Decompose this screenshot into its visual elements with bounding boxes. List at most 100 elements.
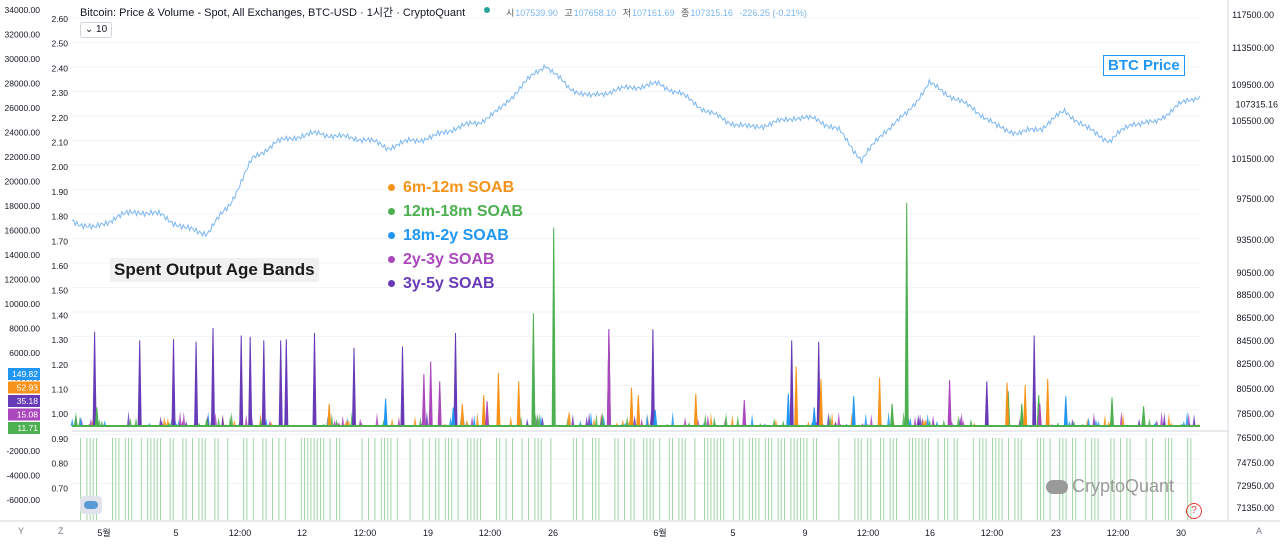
volume-bar [86, 438, 88, 520]
left-tick-label: -2000.00 [6, 446, 40, 456]
corner-label-z[interactable]: Z [58, 526, 64, 536]
volume-bar [710, 438, 712, 520]
soab-noise-spike [931, 414, 935, 426]
volume-bar [739, 438, 741, 520]
value-tag-text: 52.93 [17, 383, 39, 393]
volume-bar [96, 438, 97, 520]
soab-noise-spike [1087, 417, 1091, 426]
soab-spike [481, 395, 486, 426]
volume-bar [595, 438, 597, 520]
soab-noise-spike [712, 416, 716, 426]
volume-bar [118, 438, 120, 520]
btc-price-label: BTC Price [1103, 55, 1185, 76]
soab-noise-spike [259, 417, 263, 426]
soab-noise-spike [633, 414, 637, 426]
volume-bar [316, 438, 318, 520]
help-button[interactable]: ? [1186, 503, 1202, 519]
corner-label-y[interactable]: Y [18, 526, 25, 536]
soab-noise-spike [1121, 412, 1125, 426]
volume-bar [1059, 438, 1061, 520]
volume-bar [198, 438, 200, 520]
volume-bar [521, 438, 523, 520]
soab-spike [428, 361, 433, 426]
volume-bar [912, 438, 913, 520]
high-value: 107658.10 [573, 8, 617, 18]
volume-bar [1091, 438, 1093, 520]
inner-tick-label: 2.60 [51, 14, 68, 24]
volume-bar [204, 438, 206, 520]
soab-noise-spike [706, 414, 710, 426]
soab-spike [531, 313, 536, 426]
volume-bar [758, 438, 760, 520]
volume-bar [169, 438, 171, 520]
volume-bar [732, 438, 734, 520]
volume-bar [972, 438, 974, 520]
volume-bar [860, 438, 862, 520]
left-tick-label: 32000.00 [5, 30, 41, 40]
volume-bar [816, 438, 817, 520]
inner-tick-label: 0.90 [51, 434, 68, 444]
soab-noise-spike [956, 415, 960, 426]
left-tick-label: 26000.00 [5, 103, 41, 113]
cloud-save-button[interactable] [80, 496, 102, 514]
volume-bar [1072, 438, 1073, 520]
soab-spike [851, 396, 856, 426]
soab-spike [1037, 403, 1042, 426]
soab-noise-spike [571, 414, 575, 426]
volume-bar [156, 438, 158, 520]
soab-spike [693, 393, 698, 426]
volume-bar [150, 438, 152, 520]
soab-noise-spike [1067, 420, 1071, 426]
soab-noise-spike [1162, 421, 1166, 426]
soab-spike [137, 340, 142, 426]
x-tick-label: 12 [297, 528, 307, 538]
inner-tick-label: 2.40 [51, 63, 68, 73]
soab-noise-spike [347, 419, 351, 426]
soab-noise-spike [578, 420, 582, 426]
soab-noise-spike [164, 421, 167, 426]
soab-spike [789, 340, 794, 426]
collapse-indicators-button[interactable]: ⌄ 10 [80, 22, 112, 38]
volume-bar [672, 438, 673, 520]
x-tick-label: 23 [1051, 528, 1061, 538]
volume-bar [1084, 438, 1086, 520]
volume-bar [748, 438, 750, 520]
volume-bar [857, 438, 859, 520]
soab-noise-spike [942, 419, 946, 426]
soab-noise-spike [127, 410, 130, 426]
volume-bar [1168, 438, 1169, 520]
volume-bar [387, 438, 389, 520]
soab-spike [485, 401, 490, 426]
volume-bar [742, 438, 744, 520]
volume-bar [998, 438, 1000, 520]
legend-label: 6m-12m SOAB [403, 179, 515, 196]
soab-spike [284, 339, 289, 426]
volume-bar [956, 438, 958, 520]
soab-noise-spike [918, 414, 922, 426]
volume-bar [630, 438, 632, 520]
right-tick-label: 74750.00 [1236, 458, 1274, 468]
volume-bar [1110, 438, 1112, 520]
volume-bar [768, 438, 769, 520]
volume-bar [678, 438, 680, 520]
soab-noise-spike [750, 413, 754, 426]
volume-bar [633, 438, 635, 520]
soab-noise-spike [923, 419, 927, 426]
right-tick-label: 82500.00 [1236, 359, 1274, 369]
soab-noise-spike [600, 411, 604, 426]
legend-item-6m-12m: 6m-12m SOAB [388, 176, 523, 200]
right-tick-label: 86500.00 [1236, 313, 1274, 323]
left-tick-label: 30000.00 [5, 54, 41, 64]
soab-noise-spike [592, 417, 596, 426]
corner-label-a[interactable]: A [1256, 526, 1263, 536]
right-tick-label: 80500.00 [1236, 384, 1274, 394]
value-tag [8, 368, 40, 380]
cryptoquant-logo-icon [1046, 480, 1068, 495]
right-tick-label: 84500.00 [1236, 336, 1274, 346]
legend-dot-icon [388, 256, 395, 264]
right-tick-label: 101500.00 [1231, 154, 1274, 164]
volume-bar [723, 438, 725, 520]
inner-tick-label: 1.10 [51, 385, 68, 395]
